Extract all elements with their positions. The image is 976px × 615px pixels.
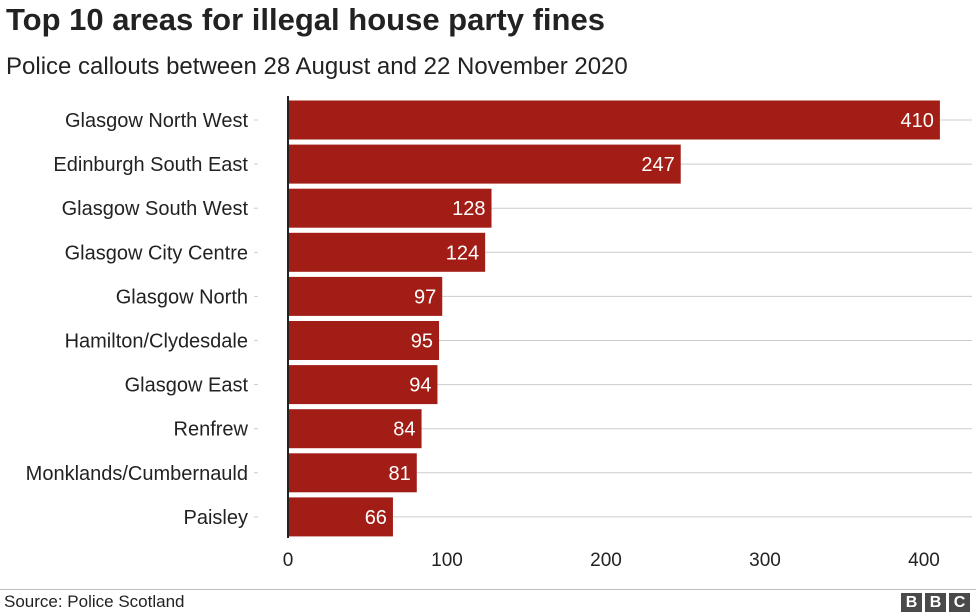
category-label: Hamilton/Clydesdale xyxy=(65,331,248,353)
x-axis-ticks: 0 100 200 300 400 xyxy=(283,550,940,571)
x-tick-label: 200 xyxy=(590,550,622,571)
x-tick-label: 300 xyxy=(749,550,781,571)
bar-value-label: 247 xyxy=(641,154,674,176)
bar-value-label: 84 xyxy=(393,419,415,441)
bar xyxy=(288,144,681,184)
logo-letter-c: C xyxy=(949,593,970,612)
bar xyxy=(288,188,492,228)
logo-letter-b2: B xyxy=(925,593,946,612)
bar-value-label: 81 xyxy=(389,463,411,485)
bar xyxy=(288,365,438,405)
bar-value-label: 94 xyxy=(409,375,431,397)
x-tick-label: 100 xyxy=(431,550,463,571)
category-label: Edinburgh South East xyxy=(53,154,248,176)
chart-title: Top 10 areas for illegal house party fin… xyxy=(6,2,605,37)
bar-value-label: 128 xyxy=(452,198,485,220)
bar xyxy=(288,276,443,316)
category-labels: Glasgow North West Edinburgh South East Gl… xyxy=(26,110,249,529)
category-label: Glasgow East xyxy=(125,375,249,397)
x-tick-label: 0 xyxy=(283,550,294,571)
logo-letter-b1: B xyxy=(901,593,922,612)
bbc-logo: B B C xyxy=(901,593,970,612)
bar xyxy=(288,409,422,449)
footer-divider xyxy=(0,589,976,590)
bar-value-label: 95 xyxy=(411,331,433,353)
chart-subtitle: Police callouts between 28 August and 22… xyxy=(6,53,628,80)
source-note: Source: Police Scotland xyxy=(4,592,185,611)
bar xyxy=(288,321,440,360)
bar-value-label: 97 xyxy=(414,286,436,308)
bar xyxy=(288,453,417,493)
bar xyxy=(288,497,393,537)
category-label: Renfrew xyxy=(174,419,249,441)
bar-value-label: 66 xyxy=(365,507,387,529)
category-label: Glasgow North xyxy=(116,286,248,308)
x-tick-label: 400 xyxy=(908,550,940,571)
category-label: Paisley xyxy=(184,507,248,529)
bar-value-label: 124 xyxy=(446,242,479,264)
category-label: Glasgow South West xyxy=(62,198,249,220)
bar xyxy=(288,100,940,140)
category-label: Glasgow City Centre xyxy=(65,242,248,264)
category-label: Glasgow North West xyxy=(65,110,248,132)
category-label: Monklands/Cumbernauld xyxy=(26,463,248,485)
bar xyxy=(288,232,486,272)
bar-value-label: 410 xyxy=(901,110,934,132)
